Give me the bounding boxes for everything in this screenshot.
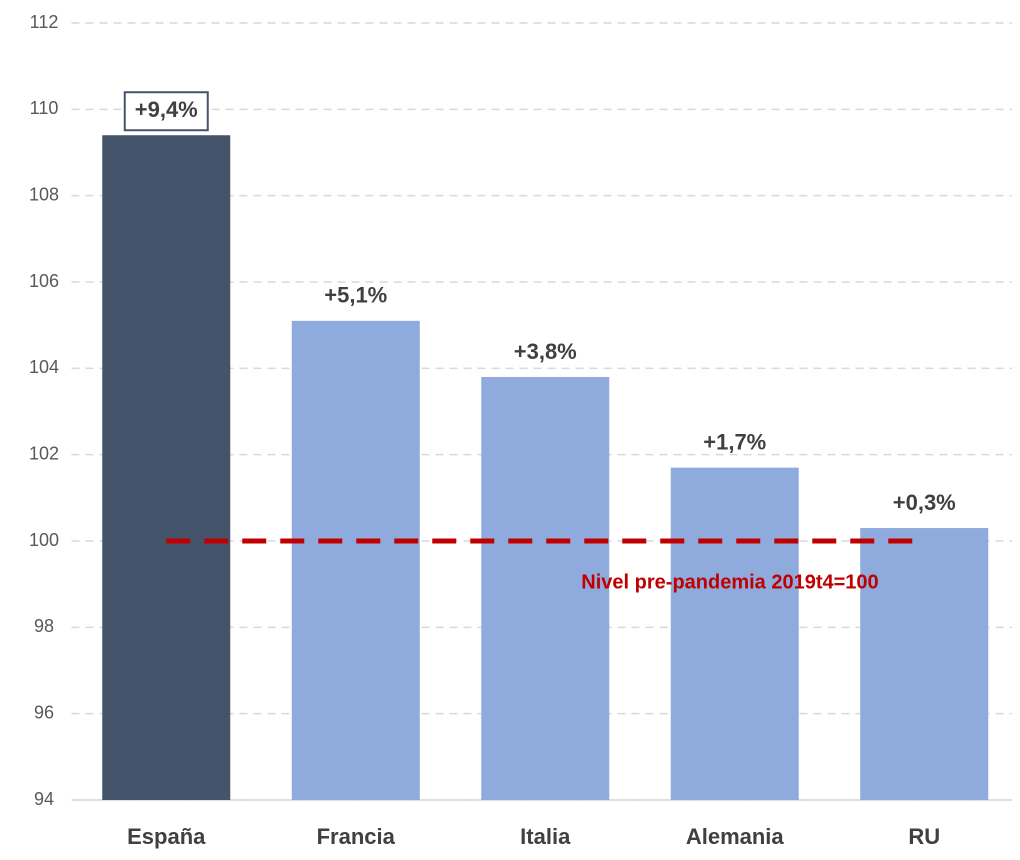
- y-tick-label: 112: [30, 12, 59, 32]
- y-tick-label: 98: [34, 616, 54, 636]
- bar: [670, 467, 799, 800]
- x-tick-label: Alemania: [686, 824, 785, 849]
- x-tick-label: Francia: [317, 824, 396, 849]
- x-tick-label: Italia: [520, 824, 571, 849]
- y-tick-label: 110: [30, 98, 59, 118]
- reference-label: Nivel pre-pandemia 2019t4=100: [581, 571, 878, 593]
- y-tick-label: 96: [34, 702, 54, 722]
- bar: [481, 376, 610, 800]
- value-label-box: [123, 91, 209, 132]
- y-tick-label: 102: [29, 443, 59, 463]
- y-tick-label: 106: [29, 271, 59, 291]
- y-tick-label: 108: [29, 184, 59, 204]
- value-label: +9,4%: [135, 97, 198, 122]
- value-label: +1,7%: [703, 429, 766, 454]
- bar: [860, 528, 989, 800]
- x-tick-label: RU: [908, 824, 940, 849]
- y-tick-label: 104: [29, 357, 59, 377]
- y-tick-label: 100: [29, 530, 59, 550]
- value-label: +5,1%: [324, 283, 387, 308]
- bar: [291, 320, 420, 800]
- y-tick-label: 94: [34, 789, 54, 809]
- value-label: +0,3%: [893, 490, 956, 515]
- bar: [102, 135, 231, 800]
- x-tick-label: España: [127, 824, 206, 849]
- value-label: +3,8%: [514, 339, 577, 364]
